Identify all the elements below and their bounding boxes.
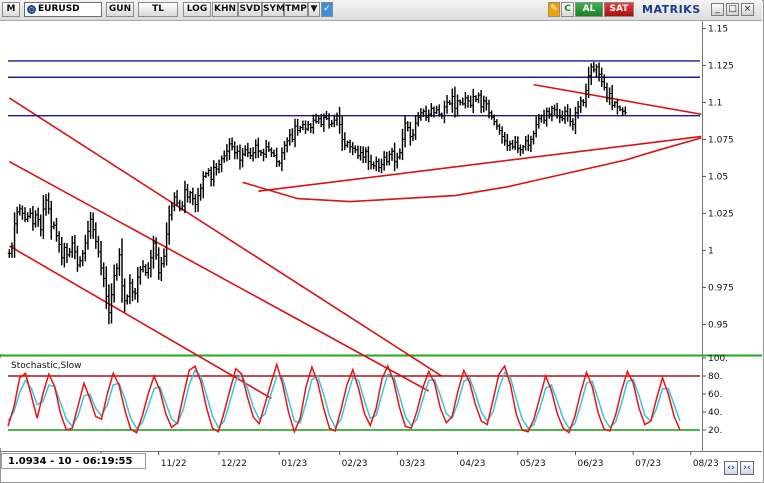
x-tick-label: 08/23 bbox=[693, 459, 719, 469]
y-tick-label: 1.05 bbox=[708, 172, 728, 182]
stoch-y-tick-label: 80. bbox=[708, 372, 722, 382]
zoom-out-icon[interactable]: ‹› bbox=[724, 461, 738, 475]
symbol-label: EURUSD bbox=[38, 4, 80, 14]
x-tick-label: 05/23 bbox=[520, 459, 546, 469]
y-tick-label: 0.95 bbox=[708, 320, 728, 330]
price-plot-area bbox=[0, 21, 702, 354]
x-tick-label: 04/23 bbox=[460, 459, 486, 469]
x-tick-label: 02/23 bbox=[342, 459, 368, 469]
maximize-icon[interactable]: □ bbox=[726, 3, 739, 16]
stochastic-title: Stochastic,Slow bbox=[11, 361, 82, 371]
sell-button[interactable]: SAT bbox=[604, 2, 634, 17]
stoch-y-tick-label: 20. bbox=[708, 426, 722, 436]
x-tick-label: 06/23 bbox=[577, 459, 603, 469]
twitter-icon[interactable]: ✓ bbox=[321, 2, 333, 17]
svd-button[interactable]: SVD bbox=[238, 2, 262, 17]
y-tick-label: 1.075 bbox=[708, 135, 734, 145]
close-icon[interactable]: × bbox=[741, 3, 754, 16]
y-tick-label: 0.975 bbox=[708, 283, 734, 293]
x-tick-label: 11/22 bbox=[161, 459, 187, 469]
pencil-icon[interactable]: ✎ bbox=[548, 2, 560, 17]
tmp-button[interactable]: TMP bbox=[284, 2, 308, 17]
log-button[interactable]: LOG bbox=[183, 2, 211, 17]
x-tick-label: 07/23 bbox=[635, 459, 661, 469]
trendline bbox=[8, 160, 430, 392]
y-tick-label: 1.025 bbox=[708, 209, 734, 219]
stoch-y-tick-label: 60. bbox=[708, 390, 722, 400]
price-readout: 1.0934 - 10 - 06:19:55 bbox=[1, 453, 146, 469]
x-tick-label: 03/23 bbox=[399, 459, 425, 469]
toolbar: M EURUSD GUN TL LOG KHN SVD SYM TMP ▼ ✓ … bbox=[0, 0, 762, 21]
buy-button[interactable]: AL bbox=[575, 2, 603, 17]
stochastic-k-line bbox=[7, 361, 681, 434]
gun-button[interactable]: GUN bbox=[106, 2, 134, 17]
tl-button[interactable]: TL bbox=[138, 2, 178, 17]
stochastic-d-line bbox=[7, 369, 681, 430]
eu-flag-icon bbox=[27, 5, 36, 14]
refresh-button[interactable]: C bbox=[561, 2, 574, 17]
y-tick-label: 1.1 bbox=[708, 98, 722, 108]
trendline bbox=[258, 135, 702, 192]
khn-button[interactable]: KHN bbox=[212, 2, 238, 17]
x-tick-label: 12/22 bbox=[221, 459, 247, 469]
menu-m-button[interactable]: M bbox=[2, 2, 20, 17]
y-tick-label: 1.15 bbox=[708, 24, 728, 34]
y-tick-label: 1.125 bbox=[708, 61, 734, 71]
stoch-y-tick-label: 40. bbox=[708, 408, 722, 418]
sym-button[interactable]: SYM bbox=[262, 2, 285, 17]
y-tick-label: 1 bbox=[708, 246, 714, 256]
trendline bbox=[8, 245, 272, 400]
stoch-y-tick-label: 100. bbox=[708, 354, 728, 364]
symbol-selector[interactable]: EURUSD bbox=[24, 2, 102, 17]
trendline bbox=[8, 97, 443, 377]
minimize-icon[interactable]: _ bbox=[711, 3, 724, 16]
zoom-in-icon[interactable]: ›‹ bbox=[740, 461, 754, 475]
x-tick-label: 01/23 bbox=[281, 459, 307, 469]
brand-logo: MATRIKS bbox=[642, 3, 701, 16]
dropdown-arrow-icon[interactable]: ▼ bbox=[308, 2, 320, 17]
moving-average-line bbox=[242, 137, 702, 203]
